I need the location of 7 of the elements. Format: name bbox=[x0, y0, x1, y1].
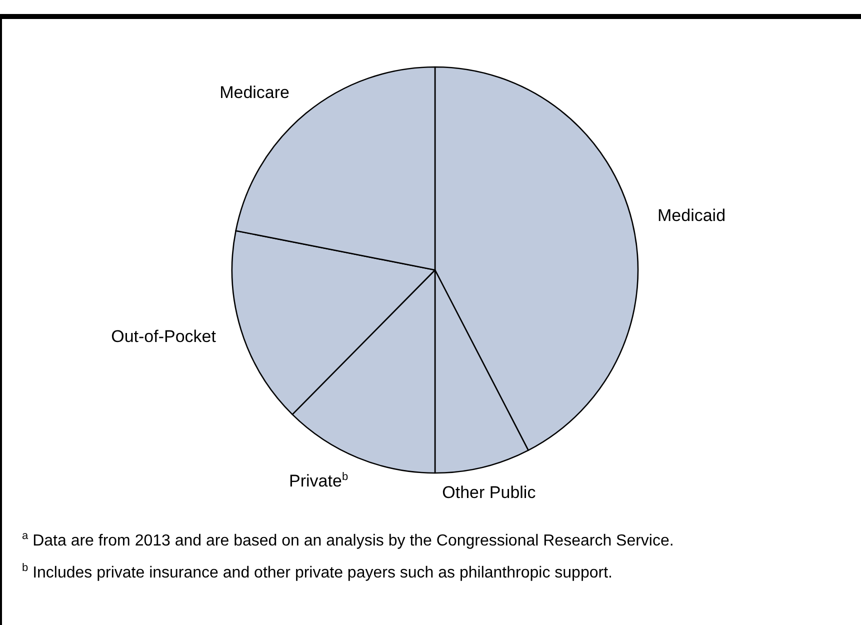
slice-label: Out-of-Pocket bbox=[111, 327, 216, 348]
slice-label: Other Public bbox=[442, 482, 536, 502]
slice-label: Medicare bbox=[220, 83, 290, 104]
text: $^{a}$ Data are from 2013 and are based on an analysis by the Congressional Research Service. bbox=[22, 530, 674, 550]
text: $^{b}$ Includes private insurance and other private payers such as philanthropic support. bbox=[22, 562, 614, 583]
slice-label: Medicaid bbox=[658, 206, 726, 226]
slice-label: Private$^{b}$ bbox=[289, 471, 348, 492]
